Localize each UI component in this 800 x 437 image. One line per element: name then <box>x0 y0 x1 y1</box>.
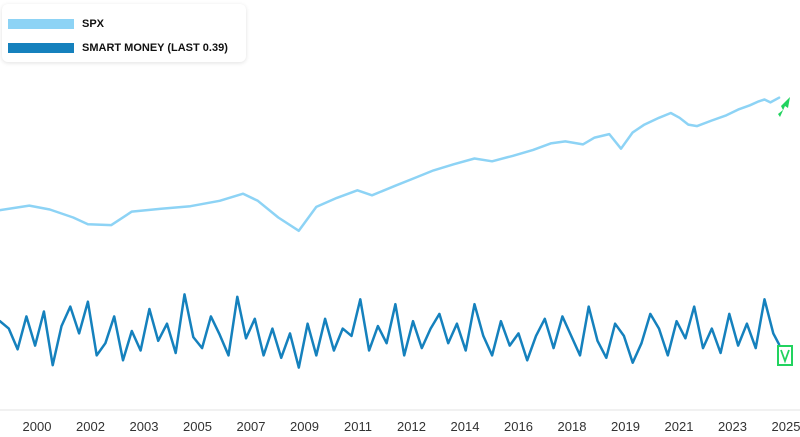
smart-money-last-value-check-icon <box>780 349 790 364</box>
chart-legend: SPX SMART MONEY (LAST 0.39) <box>2 4 246 62</box>
x-tick-label-2014: 2014 <box>451 419 480 434</box>
x-tick-label-2018: 2018 <box>558 419 587 434</box>
legend-label-spx: SPX <box>82 18 105 30</box>
x-tick-label-2023: 2023 <box>718 419 747 434</box>
x-tick-label-2009: 2009 <box>290 419 319 434</box>
x-tick-label-2016: 2016 <box>504 419 533 434</box>
legend-label-smart-money: SMART MONEY (LAST 0.39) <box>82 42 228 54</box>
x-tick-label-2021: 2021 <box>665 419 694 434</box>
legend-item-smart-money[interactable]: SMART MONEY (LAST 0.39) <box>8 37 246 59</box>
smart-money-series-line <box>0 293 781 369</box>
x-tick-label-2002: 2002 <box>76 419 105 434</box>
legend-swatch-smart-money <box>8 43 74 53</box>
x-tick-label-2011: 2011 <box>344 419 372 434</box>
smart-money-last-value-box <box>777 345 793 366</box>
legend-swatch-spx <box>8 19 74 29</box>
x-tick-label-2019: 2019 <box>611 419 640 434</box>
x-tick-label-2005: 2005 <box>183 419 212 434</box>
x-tick-label-2012: 2012 <box>397 419 426 434</box>
x-tick-label-2000: 2000 <box>23 419 52 434</box>
x-axis-ticks: 2000 2002 2003 2005 2007 2009 2011 2012 2014 2016… <box>23 419 800 434</box>
spx-up-arrow-icon <box>778 97 790 117</box>
x-tick-label-2003: 2003 <box>130 419 159 434</box>
x-tick-label-2007: 2007 <box>237 419 266 434</box>
legend-item-spx[interactable]: SPX <box>8 13 246 35</box>
x-tick-label-2025: 2025 <box>772 419 800 434</box>
spx-series-line <box>0 96 781 233</box>
